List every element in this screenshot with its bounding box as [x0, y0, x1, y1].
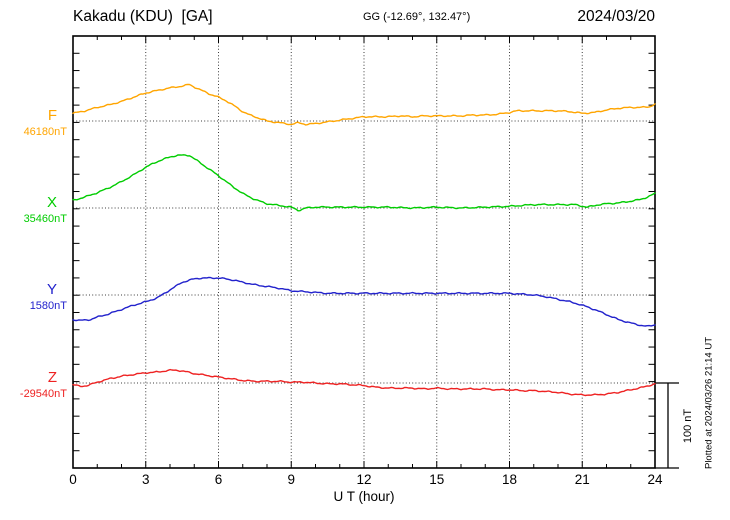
x-tick-label: 18	[501, 472, 518, 487]
plotted-at-note: Plotted at 2024/03/26 21:14 UT	[703, 336, 715, 470]
channel-baseline-x: 35460nT	[23, 213, 67, 225]
x-tick-label: 3	[141, 472, 150, 487]
channel-label-z: Z	[47, 369, 57, 386]
channel-baseline-y: 1580nT	[29, 300, 67, 312]
x-tick-label: 24	[647, 472, 663, 487]
series-curve-x	[72, 154, 656, 212]
channel-label-f: F	[47, 107, 57, 124]
channel-baseline-z: -29540nT	[19, 388, 67, 400]
channel-label-x: X	[46, 194, 57, 211]
station-title: Kakadu (KDU) [GA]	[73, 8, 213, 25]
scale-bar-label: 100 nT	[682, 408, 694, 444]
x-tick-label: 12	[356, 472, 372, 487]
observation-date: 2024/03/20	[577, 8, 655, 25]
x-tick-label: 21	[574, 472, 590, 487]
x-axis-title: U T (hour)	[333, 489, 395, 504]
channel-label-y: Y	[46, 281, 57, 298]
x-tick-label: 9	[287, 472, 295, 487]
geographic-coordinates: GG (-12.69°, 132.47°)	[363, 11, 471, 23]
x-tick-label: 15	[429, 472, 445, 487]
channel-baseline-f: 46180nT	[23, 126, 67, 138]
x-tick-label: 0	[69, 472, 77, 487]
series-curve-f	[72, 83, 656, 126]
series-curve-y	[72, 276, 656, 327]
x-tick-label: 6	[214, 472, 223, 487]
plot-frame	[72, 35, 656, 469]
series-curve-z	[72, 368, 656, 397]
